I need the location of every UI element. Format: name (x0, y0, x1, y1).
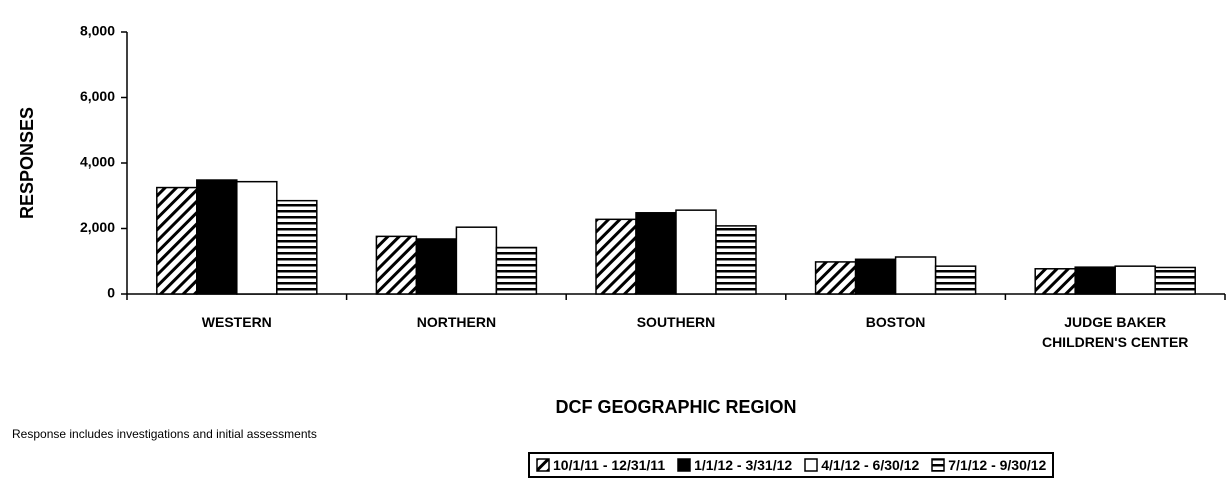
x-tick-label: JUDGE BAKER CHILDREN'S CENTER (1041, 314, 1189, 350)
bar (1034, 268, 1076, 295)
legend-swatch (931, 458, 946, 472)
bar (854, 258, 897, 295)
legend-swatch (536, 458, 550, 472)
x-tick-label: WESTERN (201, 314, 272, 330)
legend: 10/1/11 - 12/31/11 1/1/12 - 3/31/12 4/1/12… (528, 452, 1055, 478)
legend-label: 4/1/12 - 6/30/12 (821, 457, 920, 473)
bar (156, 186, 198, 295)
bar (814, 261, 857, 295)
legend-label: 1/1/12 - 3/31/12 (694, 457, 793, 473)
bar (635, 212, 677, 295)
legend-swatch-fill (804, 458, 818, 472)
x-tick-label: SOUTHERN (636, 314, 716, 330)
legend-swatch-fill (677, 458, 691, 472)
bar (196, 179, 238, 295)
legend-item: 1/1/12 - 3/31/12 (677, 457, 792, 473)
bar (595, 218, 637, 295)
bar (894, 256, 937, 295)
legend-label: 10/1/11 - 12/31/11 (553, 457, 666, 473)
note: Response includes investigations and ini… (12, 427, 317, 441)
legend-item: 4/1/12 - 6/30/12 (804, 457, 919, 473)
bar (715, 225, 757, 295)
bar (276, 199, 318, 295)
y-tick-label: 8,000 (80, 23, 115, 39)
bar (415, 238, 458, 295)
x-tick-label: BOSTON (865, 314, 926, 330)
y-tick-label: 4,000 (80, 154, 115, 170)
y-axis-title: RESPONSES (17, 107, 37, 219)
bar (1074, 266, 1116, 295)
legend-swatch-fill (931, 458, 946, 472)
bar (455, 226, 498, 295)
legend-item: 7/1/12 - 9/30/12 (931, 457, 1046, 473)
bar (375, 235, 418, 295)
bar (1114, 265, 1156, 295)
legend-swatch-fill (536, 458, 550, 472)
legend-label: 7/1/12 - 9/30/12 (948, 457, 1047, 473)
legend-swatch (677, 458, 691, 472)
bar (495, 246, 538, 295)
x-axis-title: DCF GEOGRAPHIC REGION (555, 397, 796, 417)
y-tick-label: 2,000 (80, 219, 115, 235)
y-tick-label: 0 (107, 285, 115, 301)
x-tick-label: NORTHERN (416, 314, 497, 330)
legend-swatch (804, 458, 818, 472)
bar (236, 180, 278, 295)
bar (1154, 266, 1196, 295)
legend-item: 10/1/11 - 12/31/11 (536, 457, 665, 473)
bar (934, 265, 977, 295)
y-tick-label: 6,000 (80, 88, 115, 104)
bar (675, 209, 717, 295)
